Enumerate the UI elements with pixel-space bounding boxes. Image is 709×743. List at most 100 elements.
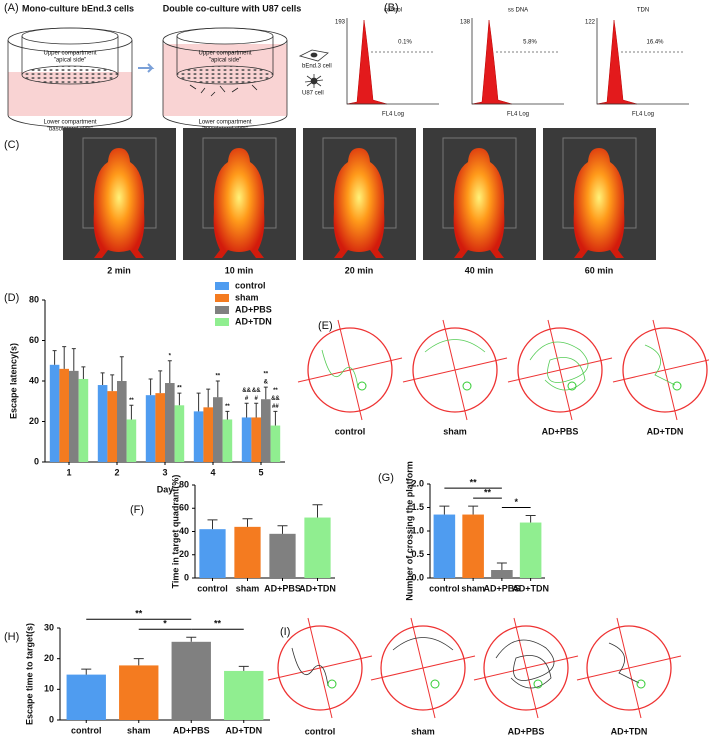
error-bar xyxy=(206,388,211,408)
legend-label: bEnd.3 cell xyxy=(302,64,332,70)
quadrant-line xyxy=(652,319,678,421)
bar xyxy=(203,407,213,462)
panel-a-title: Double co-culture with U87 cells xyxy=(163,3,302,13)
pool xyxy=(307,327,393,413)
bar xyxy=(49,364,60,462)
axes xyxy=(346,18,439,105)
significance-label: ** xyxy=(129,398,134,404)
bar xyxy=(261,399,271,462)
bar xyxy=(519,522,542,578)
bar xyxy=(222,419,233,462)
compartment-label: Lower compartment xyxy=(43,120,96,126)
group-label: AD+TDN xyxy=(611,726,648,736)
y-tick-label: 0 xyxy=(34,456,39,466)
quadrant-line xyxy=(307,617,333,719)
bar xyxy=(251,417,261,462)
error-bar xyxy=(244,402,249,418)
error-bar xyxy=(312,504,323,518)
significance-label: && xyxy=(242,388,251,394)
error-bar xyxy=(273,410,278,426)
error-bar xyxy=(525,514,536,523)
legend-label: sham xyxy=(235,292,259,302)
group-label: AD+PBS xyxy=(542,426,579,436)
group-label: AD+TDN xyxy=(647,426,684,436)
plot-title: TDN xyxy=(637,8,649,14)
error-bar xyxy=(277,525,288,534)
x-tick-label: control xyxy=(71,725,102,735)
error-bar xyxy=(100,372,105,386)
y-tick-label: 1.5 xyxy=(411,502,424,512)
error-bar xyxy=(207,519,218,530)
x-tick-label: 3 xyxy=(162,467,167,477)
mouse-signal xyxy=(453,148,505,258)
imaging-frame xyxy=(543,128,656,260)
error-bar xyxy=(186,636,197,642)
significance-label: ** xyxy=(215,374,220,380)
y-tick-label: 1.0 xyxy=(411,525,424,535)
maze xyxy=(507,319,613,421)
error-bar xyxy=(238,665,249,671)
compartment-label: Upper compartment xyxy=(43,51,96,57)
y-tick-label: 30 xyxy=(44,622,54,632)
maze xyxy=(267,617,373,719)
legend-label: AD+PBS xyxy=(235,304,272,314)
legend-label: U87 cell xyxy=(302,91,324,97)
error-bar xyxy=(158,370,163,394)
error-bar xyxy=(225,410,230,420)
bar xyxy=(69,370,79,462)
quadrant-line xyxy=(547,319,573,421)
group-label: sham xyxy=(411,726,435,736)
x-tick-label: sham xyxy=(236,583,260,593)
bar xyxy=(174,405,185,462)
x-tick-label: 1 xyxy=(66,467,71,477)
quadrant-line xyxy=(616,617,642,719)
x-tick-label: 2 xyxy=(114,467,119,477)
arrow xyxy=(138,63,155,73)
bar xyxy=(78,378,89,462)
significance-label: ** xyxy=(225,404,230,410)
axes xyxy=(596,18,689,105)
cell-icons xyxy=(298,49,329,88)
significance-label: & xyxy=(264,380,269,386)
panel-label: (C) xyxy=(4,139,19,151)
panel-label: (F) xyxy=(130,504,144,516)
legend-label: control xyxy=(235,280,266,290)
time-label: 40 min xyxy=(465,265,494,275)
error-bar xyxy=(129,404,134,420)
panel-label: (I) xyxy=(280,626,290,638)
y-max-label: 193 xyxy=(335,20,346,26)
platform xyxy=(327,679,337,689)
quadrant-line xyxy=(337,319,363,421)
quadrant-line xyxy=(410,617,436,719)
y-tick-label: 2.0 xyxy=(411,478,424,488)
transwell-left xyxy=(7,27,133,128)
x-label: FL4 Log xyxy=(507,112,529,118)
pool xyxy=(412,327,498,413)
maze xyxy=(473,617,579,719)
swim-track xyxy=(495,639,555,689)
swim-track xyxy=(321,349,359,389)
significance-label: * xyxy=(169,353,172,359)
significance-label: # xyxy=(255,396,259,402)
x-tick-label: AD+PBS xyxy=(264,583,301,593)
significance-label: ** xyxy=(470,477,478,487)
transwell-right xyxy=(162,27,288,128)
swim-track xyxy=(392,637,454,651)
maze xyxy=(402,319,508,421)
error-bar xyxy=(110,374,115,392)
significance-label: # xyxy=(245,396,249,402)
error-bar xyxy=(263,386,268,400)
panel-label: (D) xyxy=(4,292,19,304)
plot-title: ss DNA xyxy=(508,8,528,14)
y-tick-label: 10 xyxy=(44,684,54,694)
error-bar xyxy=(439,505,450,515)
error-bar xyxy=(167,360,172,384)
maze xyxy=(370,617,476,719)
swim-track xyxy=(644,344,676,386)
compartment-label: Upper compartment xyxy=(198,51,251,57)
bar xyxy=(171,641,211,720)
y-axis-label: Number of crossing the platform xyxy=(404,461,414,601)
error-bar xyxy=(242,518,253,527)
